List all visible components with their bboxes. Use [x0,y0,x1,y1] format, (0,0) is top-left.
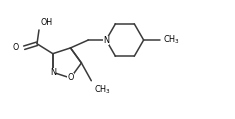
Text: O: O [13,43,19,52]
Text: CH$_3$: CH$_3$ [94,84,111,96]
Text: OH: OH [41,18,53,27]
Text: O: O [67,74,74,82]
Text: N: N [103,35,109,45]
Text: CH$_3$: CH$_3$ [163,34,180,46]
Text: N: N [50,68,56,77]
